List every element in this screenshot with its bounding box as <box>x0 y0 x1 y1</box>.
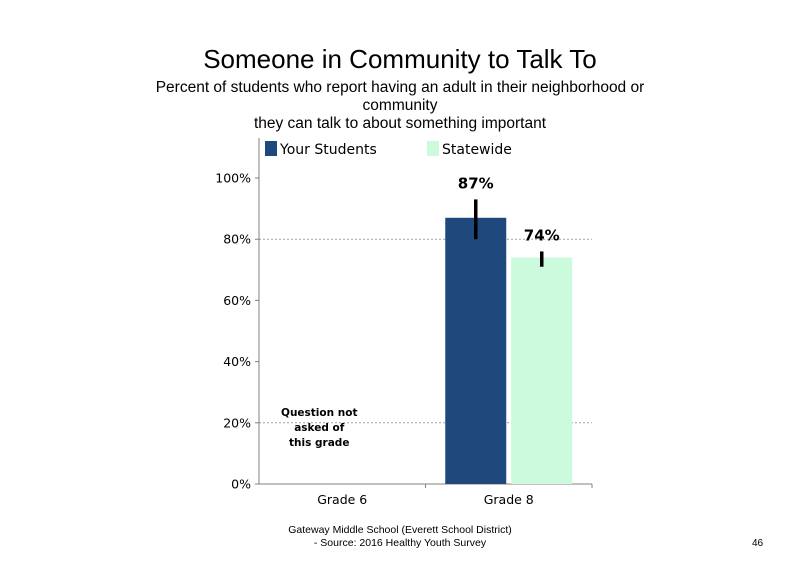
x-tick-label: Grade 6 <box>317 492 367 507</box>
legend-swatch <box>265 141 277 156</box>
legend-swatch <box>427 141 439 156</box>
subtitle-line: they can talk to about something importa… <box>253 115 547 132</box>
annotation-text: Question not <box>281 407 357 419</box>
bar <box>511 257 573 484</box>
subtitle-line: community <box>362 97 438 114</box>
page-number: 46 <box>752 538 764 549</box>
subtitle-line: Percent of students who report having an… <box>155 79 645 96</box>
data-label: 87% <box>458 174 494 192</box>
y-tick-label: 80% <box>223 232 251 247</box>
legend-label: Your Students <box>279 142 377 158</box>
footer-line: Gateway Middle School (Everett School Di… <box>288 524 512 536</box>
bar <box>445 217 507 484</box>
footer-source: Gateway Middle School (Everett School Di… <box>255 524 545 550</box>
chart-subtitle: Percent of students who report having an… <box>125 79 675 133</box>
y-tick-label: 100% <box>215 171 251 186</box>
y-tick-label: 40% <box>223 354 251 369</box>
y-tick-label: 60% <box>223 293 251 308</box>
footer-line: - Source: 2016 Healthy Youth Survey <box>313 537 487 549</box>
y-tick-label: 20% <box>223 415 251 430</box>
chart-title: Someone in Community to Talk To <box>203 44 597 74</box>
annotation-text: asked of <box>294 422 345 434</box>
y-tick-label: 0% <box>231 477 251 492</box>
legend-label: Statewide <box>442 142 512 158</box>
annotation-text: this grade <box>289 437 349 449</box>
x-tick-label: Grade 8 <box>484 492 534 507</box>
data-label: 74% <box>524 226 560 244</box>
